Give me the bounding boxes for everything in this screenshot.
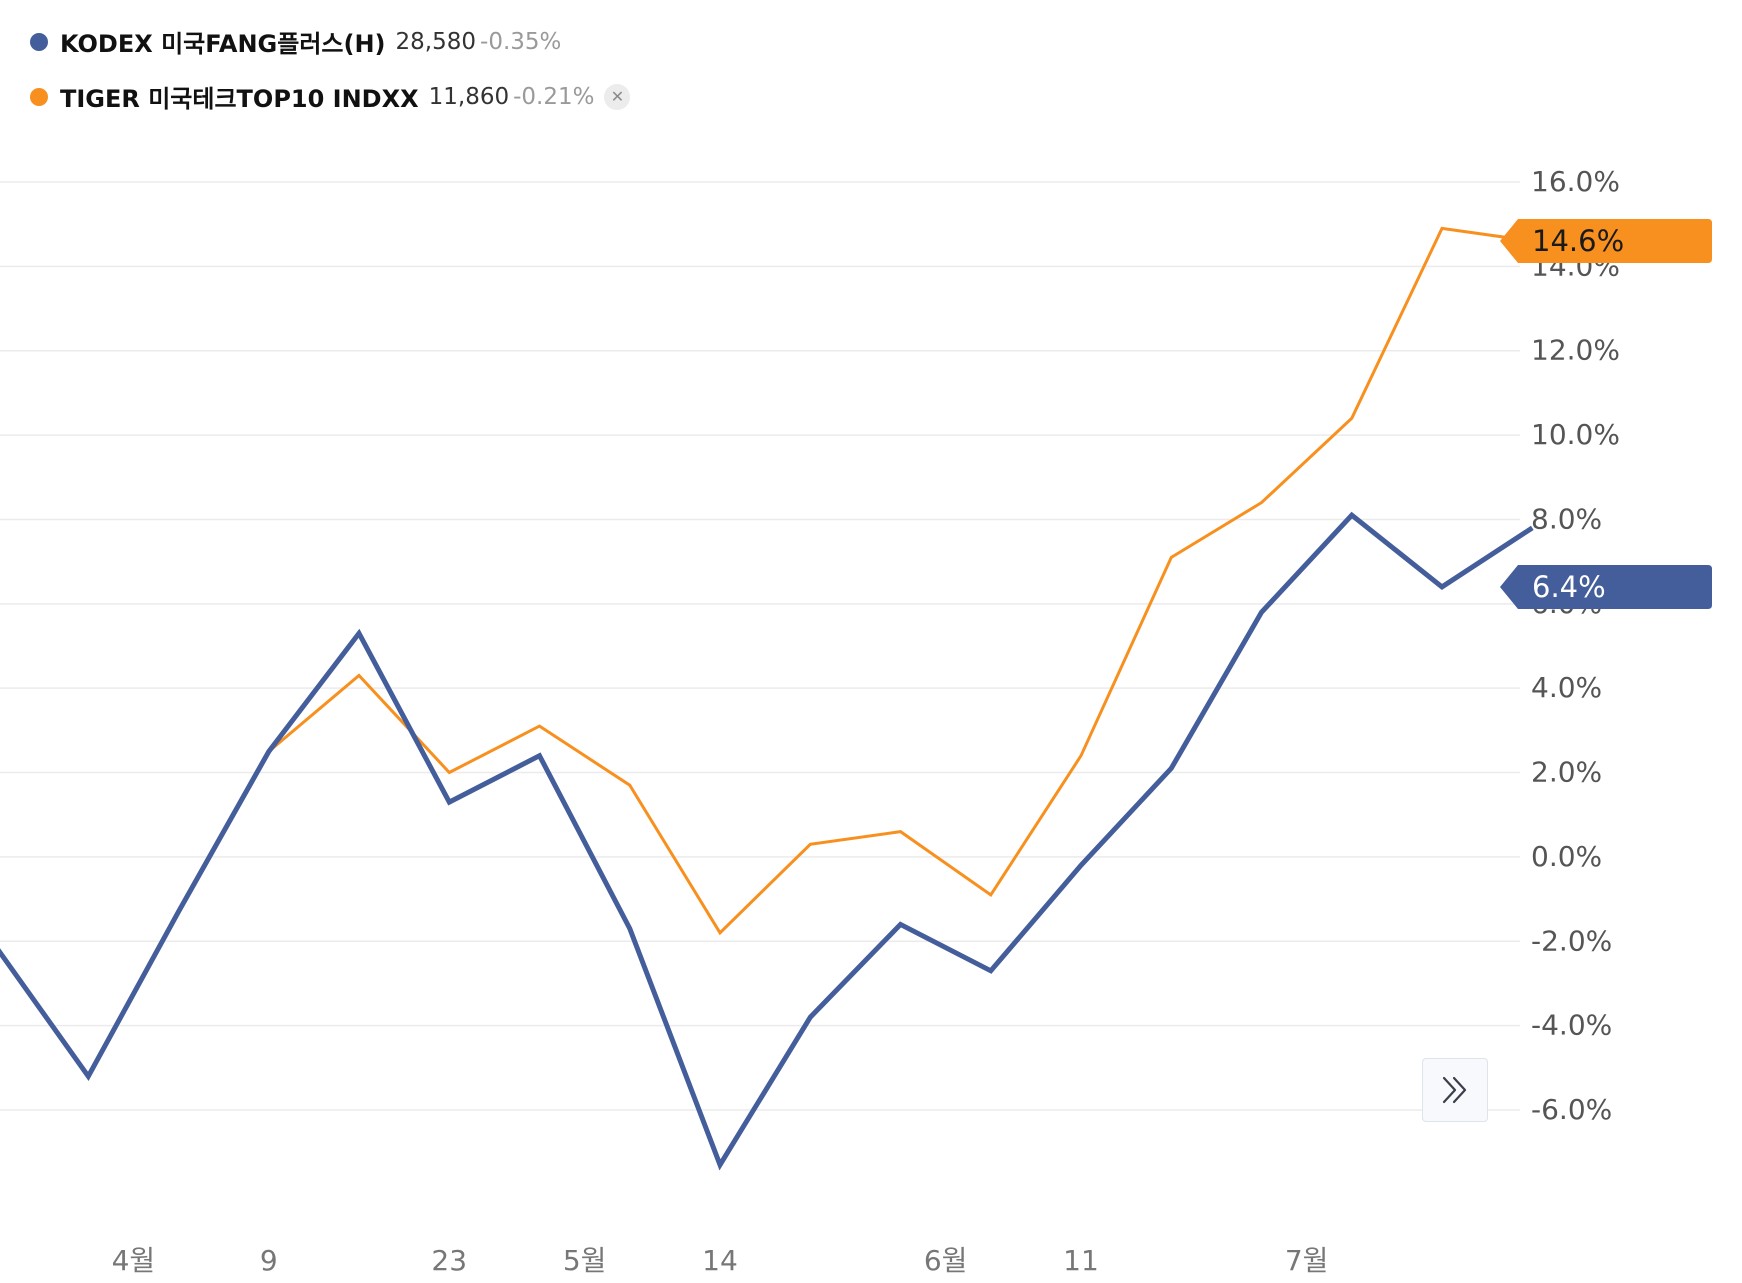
- y-tick-label: 12.0%: [1531, 334, 1620, 367]
- y-tick-label: -2.0%: [1531, 924, 1612, 957]
- end-value-label: 14.6%: [1532, 224, 1624, 258]
- x-tick-label: 23: [431, 1244, 467, 1277]
- y-tick-label: 0.0%: [1531, 840, 1602, 873]
- x-tick-label: 9: [260, 1244, 278, 1277]
- legend-item-tiger[interactable]: TIGER 미국테크TOP10 INDXX 11,860 -0.21% ✕: [30, 69, 631, 124]
- y-tick-label: -4.0%: [1531, 1009, 1612, 1042]
- legend-series-name: TIGER 미국테크TOP10 INDXX: [60, 85, 419, 113]
- end-value-tag: [1500, 564, 1712, 609]
- x-tick-label: 5월: [563, 1244, 607, 1277]
- y-tick-label: 8.0%: [1531, 502, 1602, 535]
- x-tick-label: 6월: [924, 1244, 968, 1277]
- y-tick-label: 10.0%: [1531, 418, 1620, 451]
- legend-change: -0.35%: [480, 28, 562, 55]
- series-color-dot: [30, 32, 48, 51]
- legend-change: -0.21%: [513, 83, 595, 110]
- scroll-to-latest-button[interactable]: [1422, 1058, 1488, 1122]
- legend-price: 28,580: [395, 28, 477, 55]
- legend-price: 11,860: [428, 83, 510, 110]
- y-tick-label: 4.0%: [1531, 671, 1602, 704]
- series-color-dot: [30, 87, 48, 106]
- legend-series-name: KODEX 미국FANG플러스(H): [60, 30, 386, 58]
- y-tick-label: 2.0%: [1531, 756, 1602, 789]
- chart-legend: KODEX 미국FANG플러스(H) 28,580 -0.35% TIGER 미…: [30, 14, 631, 124]
- x-tick-label: 11: [1063, 1244, 1099, 1277]
- legend-item-kodex[interactable]: KODEX 미국FANG플러스(H) 28,580 -0.35%: [30, 14, 630, 69]
- series-line-kodex: [0, 511, 1534, 1171]
- end-value-label: 6.4%: [1532, 570, 1606, 604]
- x-tick-label: 14: [702, 1244, 738, 1277]
- series-line-tiger: [267, 226, 1533, 936]
- y-tick-label: 16.0%: [1531, 165, 1620, 198]
- x-tick-label: 4월: [112, 1244, 156, 1277]
- x-tick-label: 7월: [1285, 1244, 1329, 1277]
- close-icon[interactable]: ✕: [604, 83, 631, 110]
- end-value-tag: [1500, 219, 1712, 264]
- double-chevron-right-icon: [1442, 1076, 1467, 1104]
- y-tick-label: -6.0%: [1531, 1093, 1612, 1126]
